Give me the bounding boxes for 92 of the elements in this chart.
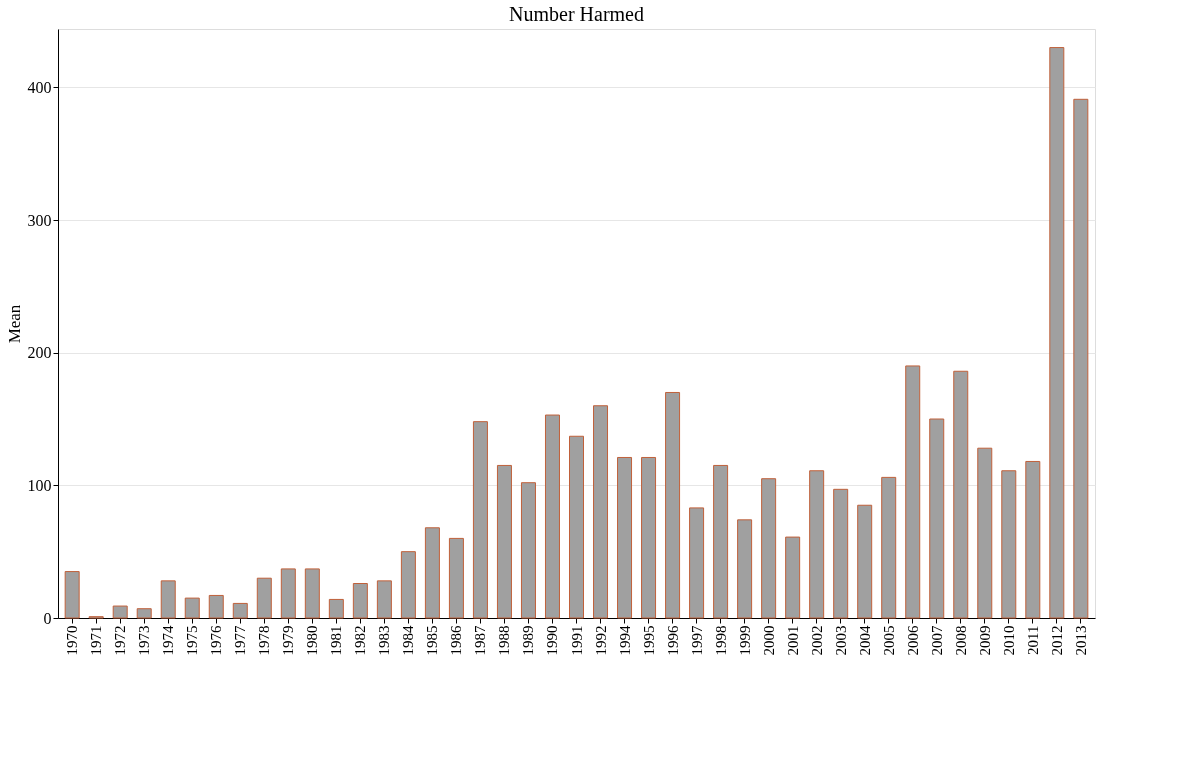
- x-tick-label: 1986: [448, 625, 465, 656]
- bar: [112, 605, 128, 619]
- bar: [737, 519, 753, 619]
- bar: [569, 435, 584, 619]
- x-tick-label: 1997: [688, 625, 705, 656]
- bar: [544, 414, 560, 619]
- x-tick-label: 1995: [640, 625, 657, 656]
- x-tick-label: 1973: [136, 625, 153, 656]
- bar: [256, 577, 272, 619]
- bar: [400, 551, 416, 619]
- x-tick-label: 1971: [88, 625, 105, 656]
- x-tick-label: 1977: [232, 625, 249, 656]
- bar: [641, 456, 657, 619]
- x-tick-label: 1982: [352, 625, 369, 656]
- bar: [1073, 98, 1089, 619]
- x-tick-label: 2003: [832, 625, 849, 656]
- x-tick-label: 1996: [664, 625, 681, 656]
- x-tick-label: 1970: [64, 625, 81, 656]
- x-tick-label: 1985: [424, 625, 441, 656]
- bar: [761, 478, 777, 619]
- x-tick-label: 1992: [592, 625, 609, 656]
- bar: [328, 598, 344, 619]
- bar: [905, 365, 921, 619]
- bar: [136, 608, 152, 619]
- y-tick-label: 200: [27, 344, 52, 362]
- bar: [929, 418, 945, 619]
- bar: [1025, 460, 1041, 619]
- chart-title: Number Harmed: [509, 3, 644, 25]
- x-tick-label: 1975: [184, 625, 201, 656]
- bar: [593, 405, 609, 619]
- bar: [881, 476, 897, 619]
- bar: [208, 594, 224, 619]
- bar: [833, 488, 849, 619]
- x-tick-label: 1994: [616, 625, 633, 656]
- x-tick-label: 2011: [1024, 625, 1041, 655]
- x-tick-label: 2013: [1072, 625, 1089, 656]
- bar: [977, 447, 993, 619]
- bar: [376, 580, 392, 619]
- x-tick-label: 2007: [928, 625, 945, 656]
- bar: [424, 527, 440, 619]
- x-tick-label: 2010: [1000, 625, 1017, 656]
- bar: [617, 456, 633, 619]
- x-tick-label: 1974: [160, 625, 177, 656]
- bar: [809, 470, 825, 619]
- bar: [352, 583, 368, 619]
- bar: [496, 464, 512, 619]
- x-tick-label: 1991: [568, 625, 585, 656]
- y-axis-title: Mean: [4, 304, 24, 344]
- bar: [689, 507, 705, 619]
- bar: [713, 464, 729, 619]
- bar: [1001, 470, 1017, 619]
- bar: [304, 568, 320, 619]
- y-tick-label: 100: [27, 476, 52, 494]
- bar: [232, 602, 248, 619]
- x-tick-label: 2009: [976, 625, 993, 656]
- x-tick-label: 1978: [256, 625, 273, 656]
- bar: [785, 536, 801, 619]
- x-tick-label: 1984: [400, 625, 417, 656]
- x-tick-label: 1998: [712, 625, 729, 656]
- bar: [665, 391, 681, 619]
- x-tick-label: 1976: [208, 625, 225, 656]
- x-tick-label: 1989: [520, 625, 537, 656]
- bar: [160, 580, 176, 619]
- bar: [184, 597, 200, 619]
- x-tick-label: 1988: [496, 625, 513, 656]
- x-tick-label: 2001: [784, 625, 801, 656]
- x-tick-label: 2000: [760, 625, 777, 656]
- bar: [280, 568, 296, 619]
- x-tick-label: 2004: [856, 625, 873, 656]
- bar: [857, 504, 873, 619]
- bar: [953, 370, 969, 619]
- x-tick-label: 1983: [376, 625, 393, 656]
- x-tick-label: 1999: [736, 625, 753, 656]
- x-tick-label: 1990: [544, 625, 561, 656]
- x-tick-label: 2012: [1048, 625, 1065, 656]
- x-tick-label: 1979: [280, 625, 297, 656]
- x-tick-label: 1980: [304, 625, 321, 656]
- y-tick-label: 400: [27, 78, 52, 96]
- x-tick-label: 2006: [904, 625, 921, 656]
- x-tick-label: 1972: [112, 625, 129, 656]
- x-tick-label: 2008: [952, 625, 969, 656]
- x-tick-label: 2005: [880, 625, 897, 656]
- bar: [520, 482, 536, 619]
- bar: [1049, 47, 1065, 619]
- bar: [472, 421, 488, 619]
- bar: [448, 537, 464, 619]
- y-tick-label: 300: [27, 211, 52, 229]
- bar: [64, 571, 80, 619]
- x-tick-label: 1981: [328, 625, 345, 656]
- x-tick-label: 2002: [808, 625, 825, 656]
- x-tick-label: 1987: [472, 625, 489, 656]
- y-tick-label: 0: [43, 609, 52, 627]
